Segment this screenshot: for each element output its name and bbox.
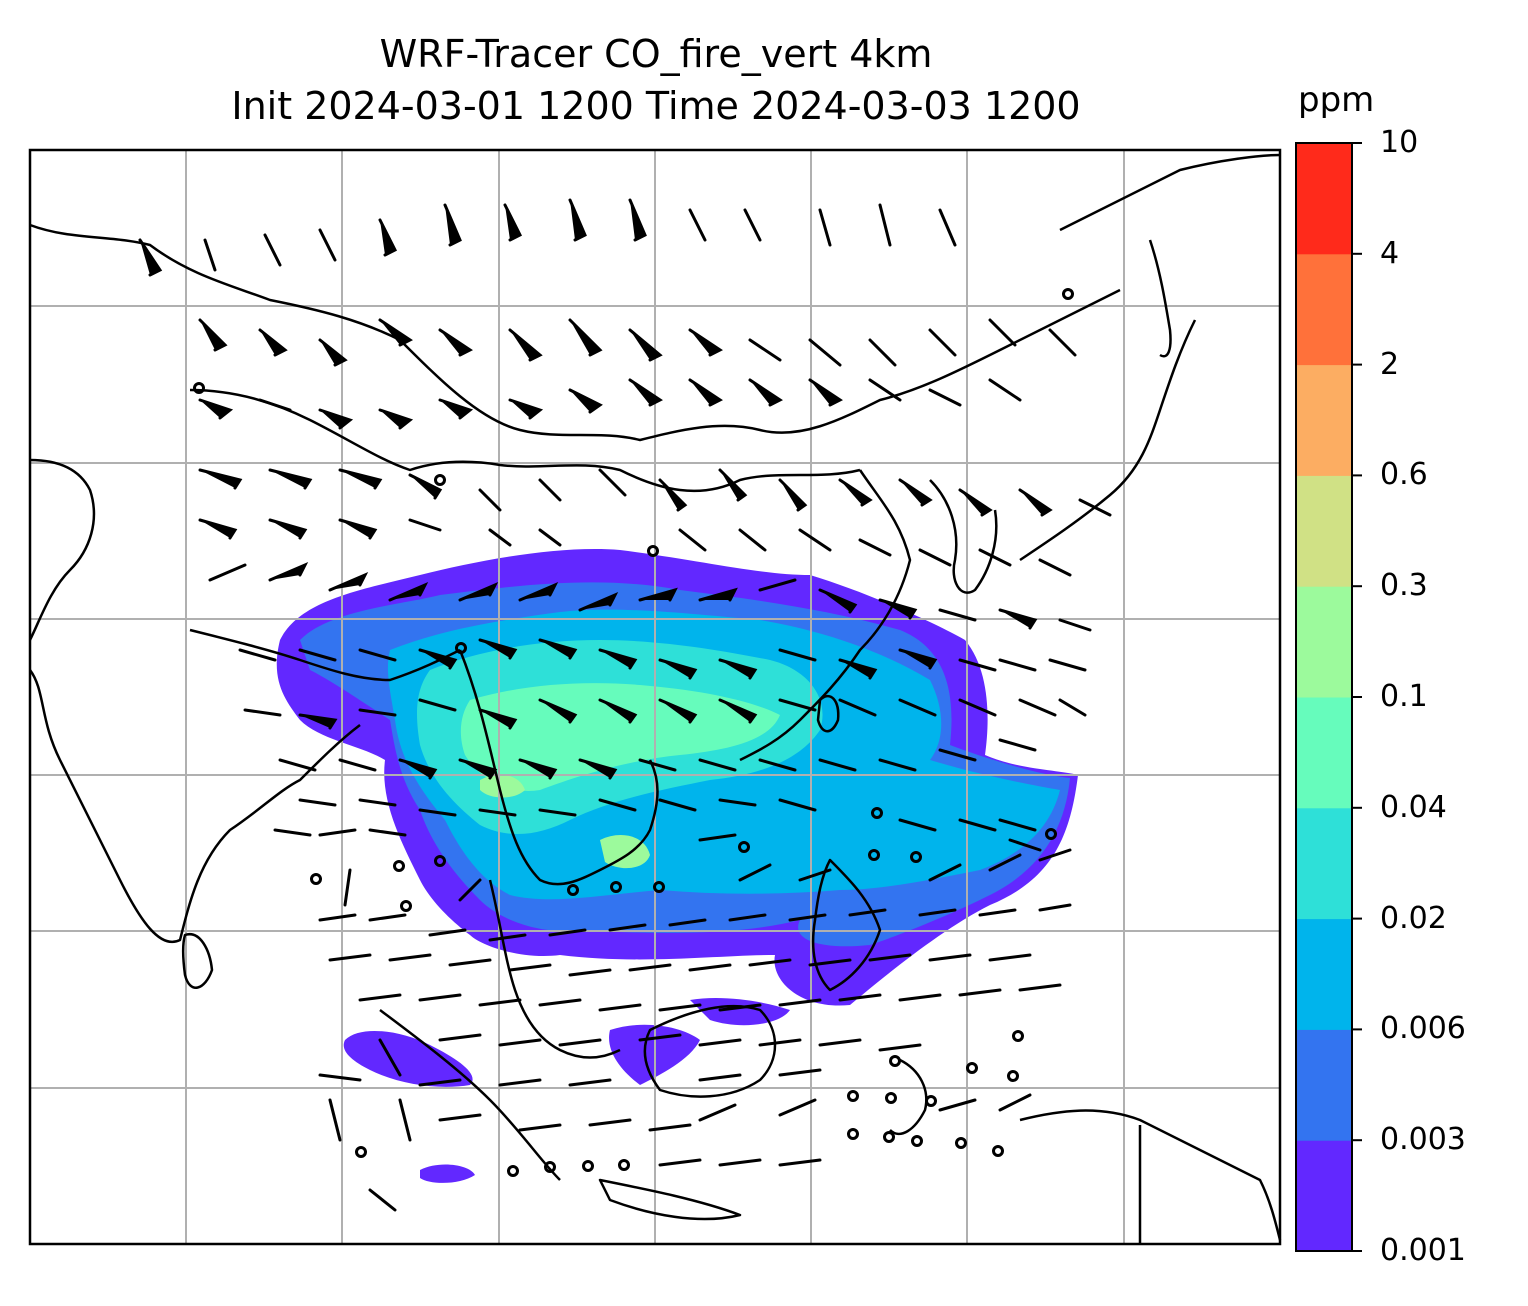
colorbar-tick-label: 0.003 bbox=[1380, 1122, 1466, 1158]
colorbar-segment bbox=[1296, 475, 1352, 587]
north-west-border bbox=[28, 458, 96, 641]
colorbar-tick-label: 0.02 bbox=[1380, 900, 1447, 936]
korea-peninsula bbox=[929, 479, 998, 594]
co-tracer-shading bbox=[276, 549, 1078, 1183]
colorbar-segment bbox=[1296, 253, 1352, 366]
colorbar-unit-label: ppm bbox=[1298, 80, 1375, 120]
colorbar-tick-label: 4 bbox=[1380, 235, 1400, 271]
new-guinea bbox=[1019, 1109, 1282, 1244]
himalaya-border bbox=[189, 628, 461, 682]
wind-barbs bbox=[138, 198, 1112, 1212]
map-title-line-1: WRF-Tracer CO_fire_vert 4km bbox=[379, 32, 933, 76]
colorbar-tick-label: 0.1 bbox=[1380, 679, 1428, 714]
taiwan bbox=[816, 694, 840, 733]
china-east-coast bbox=[739, 469, 912, 762]
sakhalin bbox=[1148, 239, 1172, 358]
colorbar-segment bbox=[1296, 1140, 1352, 1252]
indochina-coast bbox=[458, 649, 659, 886]
colorbar-tick-label: 0.6 bbox=[1380, 457, 1428, 493]
malay-peninsula bbox=[488, 879, 621, 1059]
sri-lanka bbox=[181, 933, 214, 989]
colorbar-segment bbox=[1296, 807, 1352, 920]
sulawesi bbox=[889, 1058, 928, 1136]
colorbar-segment bbox=[1296, 143, 1352, 255]
china-north-border bbox=[189, 388, 861, 493]
colorbar bbox=[1295, 142, 1362, 1252]
map-title-line-2: Init 2024-03-01 1200 Time 2024-03-03 120… bbox=[231, 84, 1081, 128]
colorbar-tick-label: 0.006 bbox=[1380, 1011, 1466, 1047]
india-coast bbox=[28, 669, 361, 944]
colorbar-tick-label: 0.001 bbox=[1380, 1233, 1466, 1268]
coastlines-and-borders bbox=[28, 153, 1282, 1244]
map-frame bbox=[28, 148, 1282, 1246]
colorbar-segment bbox=[1296, 364, 1352, 476]
plume-south-0.001 bbox=[343, 998, 790, 1183]
russia-far-east bbox=[1059, 153, 1281, 232]
sumatra bbox=[379, 1009, 561, 1181]
colorbar-tick-label: 0.04 bbox=[1380, 789, 1447, 825]
russia-mongolia-border bbox=[29, 223, 1121, 442]
colorbar-segment bbox=[1296, 1029, 1352, 1141]
colorbar-tick-label: 0.3 bbox=[1380, 568, 1428, 604]
colorbar-tick-label: 10 bbox=[1380, 125, 1419, 160]
calm-wind-circles bbox=[193, 288, 1074, 1177]
colorbar-segment bbox=[1296, 697, 1352, 809]
map-gridlines bbox=[30, 150, 1280, 1244]
colorbar-segment bbox=[1296, 918, 1352, 1030]
japan bbox=[1019, 319, 1197, 562]
plume-0.04 bbox=[460, 683, 780, 791]
colorbar-tick-label: 2 bbox=[1380, 346, 1400, 382]
colorbar-segment bbox=[1296, 586, 1352, 698]
philippines bbox=[811, 858, 882, 992]
borneo bbox=[643, 1004, 777, 1098]
plume-0.1 bbox=[480, 774, 650, 869]
java bbox=[598, 1178, 742, 1221]
